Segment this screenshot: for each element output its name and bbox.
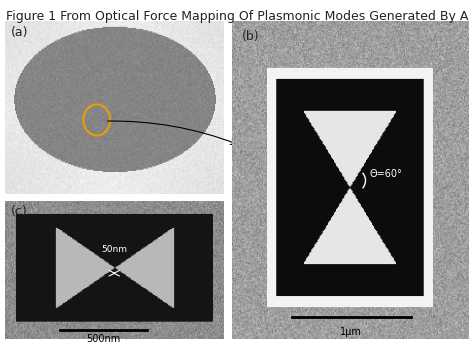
Text: Θ=60°: Θ=60° bbox=[370, 169, 402, 179]
Text: 500nm: 500nm bbox=[86, 334, 120, 344]
Text: (c): (c) bbox=[11, 205, 28, 218]
Text: 1μm: 1μm bbox=[340, 327, 362, 337]
Text: 50nm: 50nm bbox=[101, 245, 127, 254]
Text: Figure 1 From Optical Force Mapping Of Plasmonic Modes Generated By A: Figure 1 From Optical Force Mapping Of P… bbox=[6, 10, 468, 24]
Text: (b): (b) bbox=[242, 30, 259, 43]
Text: (a): (a) bbox=[11, 26, 29, 39]
